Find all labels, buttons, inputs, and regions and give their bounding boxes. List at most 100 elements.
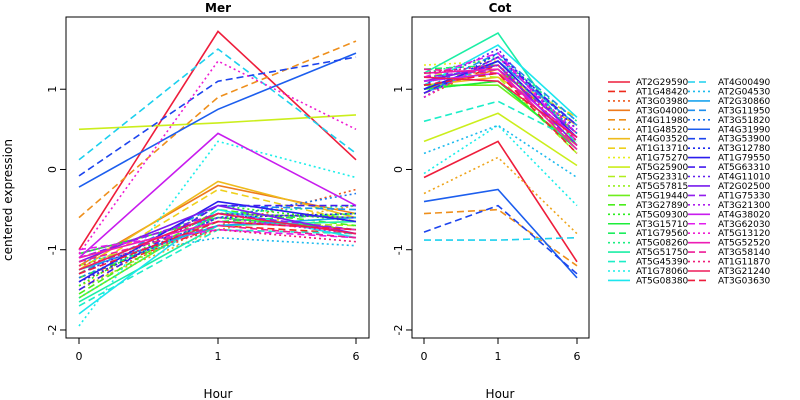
legend-entry: AT5G25900 xyxy=(608,163,689,173)
legend-entry: AT4G00490 xyxy=(688,78,771,88)
legend-label: AT4G38020 xyxy=(718,210,771,220)
legend-entry: AT1G13710 xyxy=(608,144,689,154)
x-tick-label-cot: 0 xyxy=(421,350,428,363)
x-tick-label-mer: 6 xyxy=(353,350,360,363)
panel-cot: Cot -2 -1 0 1 0 1 6 Hour xyxy=(392,1,590,400)
series-line-mer-at1g13710 xyxy=(78,188,357,275)
legend-label: AT5G51750 xyxy=(636,248,689,258)
legend-entry: AT2G29590 xyxy=(608,78,689,88)
series-line-cot-at5g45390 xyxy=(423,100,578,143)
legend-label: AT1G78060 xyxy=(636,267,689,277)
legend-label: AT3G53900 xyxy=(718,135,771,145)
series-line-cot-at3g62030 xyxy=(423,52,578,142)
legend-entry: AT5G45390 xyxy=(608,258,689,268)
series-line-mer-at5g45390 xyxy=(78,228,357,307)
series-line-cot-at2g29590 xyxy=(423,140,578,263)
legend-label: AT1G48420 xyxy=(636,87,689,97)
y-tick-label-cot: -1 xyxy=(392,244,405,255)
legend-label: AT3G58140 xyxy=(718,248,771,258)
legend-label: AT1G48520 xyxy=(636,125,689,135)
series-line-mer-at3g58140 xyxy=(78,224,357,263)
series-line-mer-at3g51820 xyxy=(78,192,357,279)
series-line-cot-at3g03630 xyxy=(423,72,578,154)
series-line-mer-at1g11870 xyxy=(78,228,357,267)
legend-label: AT3G03630 xyxy=(718,276,771,286)
x-axis-mer: 0 1 6 xyxy=(76,338,360,363)
legend-label: AT1G79550 xyxy=(718,154,771,164)
y-tick-label-mer: 0 xyxy=(46,166,59,173)
legend-entry: AT3G58140 xyxy=(688,248,771,258)
series-line-cot-at4g00490 xyxy=(424,236,578,241)
legend-entry: AT1G75270 xyxy=(608,154,689,164)
series-line-mer-at3g53900 xyxy=(78,56,357,177)
legend-entry: AT3G15710 xyxy=(608,220,689,230)
y-tick-label-mer: -1 xyxy=(46,244,59,255)
legend-entry: AT4G11010 xyxy=(688,173,771,183)
x-axis-title-cot: Hour xyxy=(486,387,515,400)
legend-entry: AT1G79550 xyxy=(688,154,771,164)
y-axis-title: centered expression xyxy=(1,139,15,261)
series-line-cot-at3g21240 xyxy=(423,76,578,139)
legend-entry: AT5G09300 xyxy=(608,210,689,220)
legend-label: AT1G13710 xyxy=(636,144,689,154)
x-axis-cot: 0 1 6 xyxy=(421,338,581,363)
series-line-cot-at3g53900 xyxy=(423,204,578,275)
x-tick-label-cot: 1 xyxy=(495,350,502,363)
legend-label: AT3G27890 xyxy=(636,201,689,211)
series-line-mer-at4g11980 xyxy=(78,40,357,219)
legend-label: AT5G52520 xyxy=(718,239,771,249)
legend-label: AT3G04000 xyxy=(636,106,689,116)
legend-label: AT3G21240 xyxy=(718,267,771,277)
legend-entry: AT3G12780 xyxy=(688,144,771,154)
legend: AT2G29590AT1G48420AT3G03980AT3G04000AT4G… xyxy=(608,78,771,286)
legend-entry: AT5G08380 xyxy=(608,276,689,286)
legend-entry: AT2G02500 xyxy=(688,182,771,192)
legend-label: AT5G45390 xyxy=(636,258,689,268)
legend-entry: AT4G38020 xyxy=(688,210,771,220)
legend-label: AT5G63310 xyxy=(718,163,771,173)
legend-entry: AT1G79560 xyxy=(608,229,689,239)
series-line-mer-at3g03980 xyxy=(78,188,357,283)
series-line-mer-at3g03630 xyxy=(78,220,357,275)
legend-label: AT4G11980 xyxy=(636,116,689,126)
x-tick-label-mer: 1 xyxy=(215,350,222,363)
legend-label: AT4G03520 xyxy=(636,135,689,145)
series-line-mer-at4g00490 xyxy=(78,48,357,161)
legend-entry: AT2G30860 xyxy=(688,97,771,107)
legend-entry: AT1G11870 xyxy=(688,258,771,268)
legend-entry: AT3G11950 xyxy=(688,106,771,116)
legend-label: AT5G09300 xyxy=(636,210,689,220)
series-line-mer-at3g62030 xyxy=(78,228,357,251)
legend-label: AT3G21300 xyxy=(718,201,771,211)
series-lines-cot xyxy=(423,32,578,279)
legend-entry: AT3G04000 xyxy=(608,106,689,116)
legend-entry: AT3G53900 xyxy=(688,135,771,145)
legend-label: AT3G51820 xyxy=(718,116,771,126)
y-axis-mer: -2 -1 0 1 xyxy=(46,86,66,335)
legend-entry: AT1G48420 xyxy=(608,87,689,97)
legend-entry: AT1G48520 xyxy=(608,125,689,135)
legend-entry: AT3G03980 xyxy=(608,97,689,107)
series-line-mer-at1g48420 xyxy=(78,224,357,279)
legend-entry: AT3G21240 xyxy=(688,267,771,277)
panel-mer: Mer -2 -1 0 1 0 1 6 Hour xyxy=(46,1,370,400)
series-line-cot-at5g25900 xyxy=(423,112,578,167)
x-tick-label-mer: 0 xyxy=(76,350,83,363)
series-line-cot-at3g58140 xyxy=(423,68,578,146)
legend-label: AT4G31990 xyxy=(718,125,771,135)
series-line-mer-at4g38020 xyxy=(78,132,357,259)
legend-entry: AT3G51820 xyxy=(688,116,771,126)
legend-entry: AT5G23310 xyxy=(608,173,689,183)
legend-entry: AT2G04530 xyxy=(688,87,771,97)
series-line-cot-at5g52520 xyxy=(423,68,578,150)
legend-label: AT2G29590 xyxy=(636,78,689,88)
x-axis-title-mer: Hour xyxy=(204,387,233,400)
legend-label: AT4G11010 xyxy=(718,173,771,183)
y-axis-cot: -2 -1 0 1 xyxy=(392,86,412,335)
legend-label: AT3G12780 xyxy=(718,144,771,154)
legend-entry: AT1G78060 xyxy=(608,267,689,277)
legend-entry: AT3G27890 xyxy=(608,201,689,211)
legend-label: AT4G00490 xyxy=(718,78,771,88)
legend-entry: AT3G21300 xyxy=(688,201,771,211)
